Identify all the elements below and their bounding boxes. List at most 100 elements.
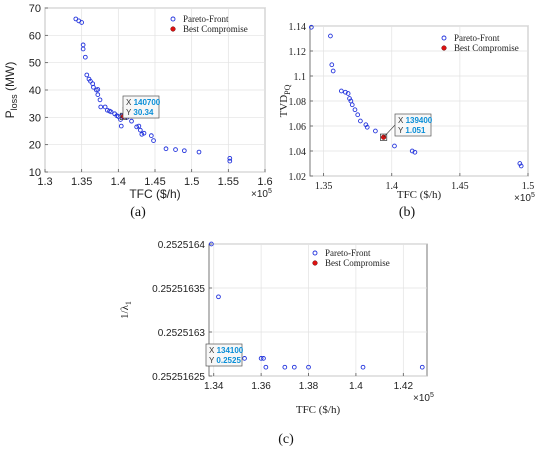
pareto-point bbox=[216, 294, 221, 300]
pareto-point bbox=[181, 148, 187, 154]
pareto-point bbox=[328, 33, 333, 39]
x-tick-label: 1.42 bbox=[394, 381, 414, 392]
x-tick-label: 1.35 bbox=[315, 181, 333, 192]
pareto-point bbox=[258, 356, 264, 361]
y-tick-label: 0.2525163 bbox=[158, 328, 206, 339]
pareto-point bbox=[412, 149, 418, 155]
x-multiplier-base: ×10 bbox=[514, 193, 531, 204]
x-axis-label: TFC ($/h) bbox=[296, 404, 341, 416]
datatip-x-label: X bbox=[209, 346, 217, 355]
y-axis-label-main: TVD bbox=[278, 95, 290, 118]
x-tick-label: 1.4 bbox=[386, 181, 399, 192]
pareto-point bbox=[129, 118, 134, 124]
pareto-point bbox=[261, 356, 266, 361]
datatip-y-label: Y bbox=[398, 126, 405, 135]
datatip-y-value: 30.34 bbox=[133, 108, 154, 117]
legend-marker-best bbox=[312, 260, 318, 266]
pareto-point bbox=[352, 107, 358, 113]
plot-frame bbox=[208, 243, 428, 377]
pareto-point bbox=[173, 147, 178, 152]
x-tick-label: 1.6 bbox=[257, 176, 272, 188]
pareto-point bbox=[409, 148, 415, 154]
y-axis-label: TVDPQ bbox=[278, 84, 292, 117]
pareto-point bbox=[306, 364, 311, 370]
x-tick-label: 1.4 bbox=[349, 381, 363, 392]
pareto-point bbox=[392, 143, 397, 149]
pareto-point bbox=[330, 68, 336, 74]
legend-marker-pareto bbox=[441, 35, 447, 41]
y-tick-label: 30 bbox=[29, 112, 41, 124]
chart-panel-2: 1.35 1.4 1.45 1.5 1.02 1.04 1.06 1.08 1.1 1.12 1.1… bbox=[278, 22, 535, 220]
y-axis-label-subscript: 1 bbox=[124, 301, 133, 305]
x-tick-label: 1.36 bbox=[251, 381, 271, 392]
y-tick-label: 1.06 bbox=[289, 122, 307, 133]
x-tick-label: 1.4 bbox=[111, 176, 126, 188]
pareto-point bbox=[80, 46, 86, 52]
pareto-point bbox=[163, 146, 169, 152]
legend-label-best: Best Compromise bbox=[454, 43, 519, 53]
datatip-x-label: X bbox=[398, 116, 406, 125]
x-multiplier: ×105 bbox=[514, 192, 535, 204]
y-tick-label: 1.1 bbox=[294, 72, 307, 83]
pareto-point bbox=[108, 109, 114, 115]
pareto-point bbox=[137, 127, 143, 133]
pareto-point bbox=[102, 104, 108, 110]
chart-panel-3: 1.34 1.36 1.38 1.4 1.42 0.25251625 0.2525163 0.… bbox=[119, 240, 434, 447]
datatip-box bbox=[205, 343, 243, 367]
pareto-point bbox=[360, 364, 366, 370]
pareto-point bbox=[118, 123, 124, 129]
datatip-x-value: 139400 bbox=[406, 116, 433, 125]
y-tick-label: 20 bbox=[29, 140, 41, 152]
pareto-point bbox=[329, 62, 335, 68]
y-axis-label-unit: (MW) bbox=[3, 62, 17, 95]
pareto-point bbox=[358, 118, 363, 124]
pareto-point bbox=[363, 122, 369, 128]
datatip-y-value: 1.051 bbox=[405, 126, 426, 135]
x-multiplier-base: ×10 bbox=[413, 393, 430, 404]
legend-label-pareto: Pareto-Front bbox=[183, 14, 229, 24]
datatip-x-value: 140700 bbox=[134, 98, 161, 107]
pareto-point bbox=[79, 20, 85, 25]
pareto-point bbox=[84, 72, 90, 78]
pareto-point bbox=[104, 107, 110, 113]
x-multiplier-exponent: 5 bbox=[430, 392, 434, 399]
x-tick-label: 1.55 bbox=[218, 176, 239, 188]
legend-marker-best bbox=[170, 26, 176, 32]
legend-label-pareto: Pareto-Front bbox=[325, 248, 371, 258]
best-point-highlight bbox=[380, 133, 388, 141]
pareto-point bbox=[349, 102, 355, 108]
pareto-point bbox=[95, 92, 101, 97]
x-tick-label: 1.35 bbox=[71, 176, 92, 188]
pareto-point bbox=[338, 88, 344, 94]
pareto-point bbox=[343, 89, 348, 95]
x-tick-label: 1.5 bbox=[522, 181, 535, 192]
y-axis-label-main: 1/λ bbox=[119, 304, 131, 319]
x-tick-label: 1.45 bbox=[451, 181, 469, 192]
pareto-point bbox=[309, 24, 314, 30]
pareto-point bbox=[98, 104, 104, 110]
y-axis-label: Ploss (MW) bbox=[3, 62, 19, 119]
datatip-x: X 140700 bbox=[126, 98, 161, 107]
x-axis-label: TFC ($/h) bbox=[397, 189, 442, 201]
pareto-point bbox=[345, 91, 351, 96]
chart-panel-1: 1.3 1.35 1.4 1.45 1.5 1.55 1.6 10 20 30 40 50 60 70 ×1… bbox=[3, 3, 273, 220]
y-tick-label: 1.08 bbox=[289, 97, 307, 108]
y-tick-label: 1.12 bbox=[289, 47, 307, 58]
pareto-point bbox=[134, 124, 140, 130]
datatip-box bbox=[394, 113, 432, 137]
x-tick-label: 1.3 bbox=[37, 176, 52, 188]
y-axis-label: 1/λ1 bbox=[119, 301, 133, 319]
y-tick-label: 1.02 bbox=[289, 172, 307, 183]
y-tick-label: 0.2525164 bbox=[158, 240, 206, 251]
y-tick-label: 50 bbox=[29, 58, 41, 70]
y-axis-label-subscript: PQ bbox=[283, 84, 292, 94]
pareto-point bbox=[355, 112, 361, 118]
pareto-point bbox=[148, 133, 154, 138]
pareto-point bbox=[364, 124, 370, 130]
datatip-y: Y 0.2525 bbox=[209, 356, 241, 365]
